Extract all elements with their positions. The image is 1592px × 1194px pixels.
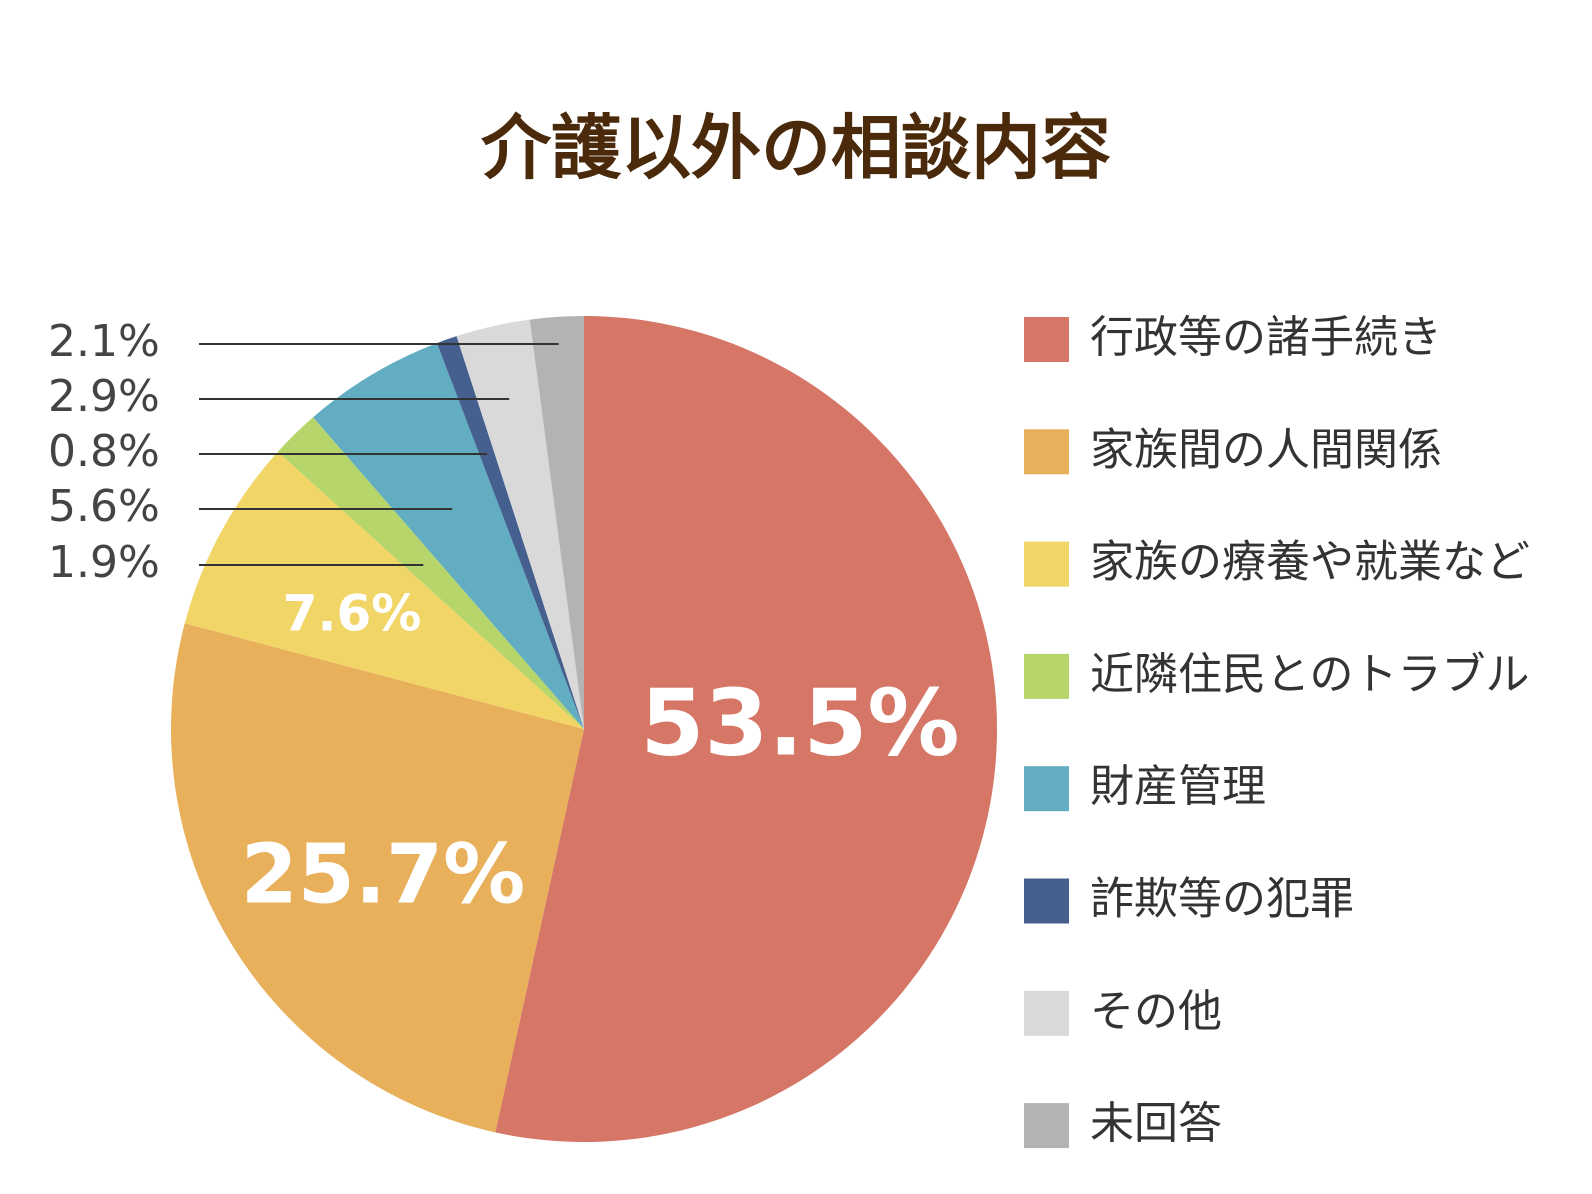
legend-label: 財産管理 bbox=[1090, 761, 1266, 812]
legend-swatch bbox=[1024, 317, 1069, 362]
legend-label: 家族の療養や就業など bbox=[1090, 537, 1530, 588]
legend-swatch bbox=[1024, 1103, 1069, 1149]
pie-slice bbox=[313, 343, 584, 729]
value-label: 2.1% bbox=[48, 316, 160, 367]
legend-label: その他 bbox=[1090, 986, 1222, 1037]
value-label: 5.6% bbox=[48, 481, 160, 532]
value-label: 2.9% bbox=[48, 371, 160, 422]
value-label: 0.8% bbox=[48, 426, 160, 477]
value-label: 25.7% bbox=[241, 827, 525, 922]
legend-label: 家族間の人間関係 bbox=[1090, 424, 1442, 475]
legend-swatch bbox=[1024, 541, 1069, 587]
chart-title: 介護以外の相談内容 bbox=[481, 107, 1111, 189]
value-label: 7.6% bbox=[283, 585, 422, 643]
pie-slice bbox=[529, 316, 584, 729]
pie-slice bbox=[171, 623, 584, 1133]
pie-slice bbox=[495, 316, 997, 1142]
legend-swatch bbox=[1024, 653, 1069, 699]
legend-swatch bbox=[1024, 766, 1069, 812]
pie-slice bbox=[436, 336, 584, 729]
pie-slice bbox=[184, 451, 584, 729]
legend-label: 行政等の諸手続き bbox=[1090, 312, 1442, 363]
value-label: 1.9% bbox=[48, 537, 160, 588]
legend-label: 詐欺等の犯罪 bbox=[1090, 874, 1354, 925]
legend-label: 未回答 bbox=[1090, 1098, 1222, 1149]
pie-slice bbox=[277, 417, 584, 729]
pie-slice bbox=[456, 319, 584, 729]
legend-label: 近隣住民とのトラブル bbox=[1090, 649, 1530, 700]
legend-swatch bbox=[1024, 429, 1069, 475]
value-label: 53.5% bbox=[640, 669, 959, 776]
legend-swatch bbox=[1024, 990, 1069, 1036]
legend-swatch bbox=[1024, 878, 1069, 924]
